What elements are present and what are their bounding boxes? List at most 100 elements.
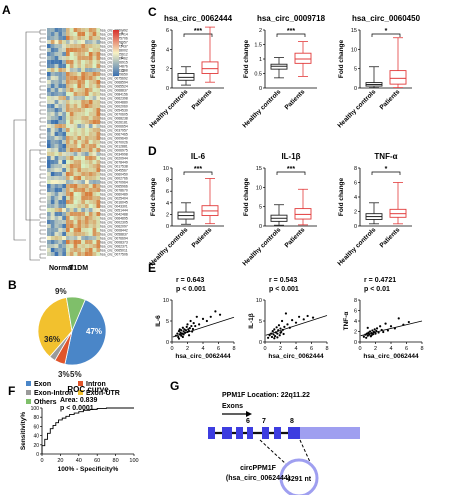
heatmap-cell [77, 204, 82, 208]
heatmap-cell [81, 196, 85, 200]
scatter-y-tick-label: 10 [163, 298, 169, 304]
scatter-point [386, 329, 389, 332]
significance-marker: * [385, 166, 388, 173]
scatter-p-value: p < 0.001 [176, 286, 206, 293]
scatter-x-label: hsa_circ_0062444 [363, 353, 419, 360]
heatmap-cell [69, 104, 74, 108]
heatmap-cell [96, 144, 101, 148]
heatmap-cell [69, 124, 74, 128]
heatmap-row-label: hsa_circ_0043301 [100, 204, 128, 208]
heatmap-cell [54, 216, 59, 220]
heatmap-cell [81, 204, 85, 208]
heatmap-cell [81, 108, 85, 112]
dendrogram-branch [39, 37, 46, 43]
heatmap-cell [81, 64, 85, 68]
heatmap-cell [81, 124, 85, 128]
heatmap-cell [92, 152, 97, 156]
heatmap-cell [92, 76, 97, 80]
heatmap-cell [73, 44, 78, 48]
heatmap-cell [58, 48, 63, 52]
scatter-y-tick-label: 8 [354, 298, 357, 304]
heatmap-cell [85, 164, 89, 168]
scatter-point [177, 337, 181, 340]
heatmap-cell [66, 212, 70, 216]
heatmap-cell [92, 40, 97, 44]
scatter-point [294, 321, 298, 324]
scatter-point [280, 319, 284, 323]
heatmap-cell [62, 96, 66, 100]
heatmap-cell [69, 32, 74, 36]
heatmap-cell [50, 196, 55, 200]
scatter-p-value: p < 0.01 [364, 286, 390, 293]
heatmap-cell [69, 44, 74, 48]
heatmap-cell [81, 148, 85, 152]
heatmap-cell [73, 88, 78, 92]
heatmap-cell [58, 164, 63, 168]
heatmap-cell [62, 92, 66, 96]
box-iqr [294, 52, 312, 64]
heatmap-cell [50, 156, 55, 160]
dendrogram-branch [39, 173, 46, 179]
heatmap-cell [88, 100, 93, 104]
heatmap-cell [62, 164, 66, 168]
gene-exon-block [262, 427, 269, 439]
heatmap-cell [50, 80, 55, 84]
heatmap-cell [85, 144, 89, 148]
heatmap-cell [81, 156, 85, 160]
heatmap-cell [85, 52, 89, 56]
heatmap-cell [62, 108, 66, 112]
heatmap-cell [88, 132, 93, 136]
heatmap-cell [73, 192, 78, 196]
heatmap-cell [77, 28, 82, 32]
heatmap-cell [77, 112, 82, 116]
roc-x-tick-label: 20 [57, 458, 63, 464]
scatter-point [189, 319, 192, 323]
heatmap-cell [77, 176, 82, 180]
significance-marker: *** [194, 166, 202, 173]
scatter-y-tick-label: 4 [354, 319, 357, 325]
heatmap-cell [58, 132, 63, 136]
heatmap-cell [88, 128, 93, 132]
heatmap-cell [66, 48, 70, 52]
heatmap-cell [69, 200, 74, 204]
scatter-point [187, 328, 190, 331]
heatmap-cell [85, 192, 89, 196]
heatmap-cell [92, 132, 97, 136]
heatmap-cell [54, 160, 59, 164]
pie-legend-swatch [78, 390, 83, 395]
heatmap-cell [88, 112, 93, 116]
heatmap-cell [88, 176, 93, 180]
heatmap-cell [88, 148, 93, 152]
heatmap-cell [81, 84, 85, 88]
heatmap-cell [69, 152, 74, 156]
heatmap-cell [77, 192, 82, 196]
heatmap-cell [85, 56, 89, 60]
heatmap-cell [66, 196, 70, 200]
heatmap-cell [66, 44, 70, 48]
scatter-y-tick-label: 6 [354, 309, 357, 315]
heatmap-cell [62, 248, 66, 252]
boxplot-chart: hsa_circ_0009718 0 0.5 1 1.5 2 Fold change *** H… [241, 14, 325, 129]
scatter-fit-line [172, 316, 235, 338]
heatmap-cell [62, 84, 66, 88]
heatmap-cell [92, 136, 97, 140]
heatmap-cell [81, 128, 85, 132]
heatmap-cell [50, 88, 55, 92]
heatmap-row-label: hsa_circ_0058837 [100, 232, 128, 236]
heatmap-cell [47, 252, 51, 256]
heatmap-cell [69, 96, 74, 100]
heatmap-cell [85, 200, 89, 204]
heatmap-cell [77, 200, 82, 204]
heatmap-cell [58, 224, 63, 228]
boxplot-y-tick-label: 10 [163, 166, 169, 172]
heatmap-cell [85, 60, 89, 64]
heatmap-cell [96, 92, 101, 96]
dendrogram-branch [39, 29, 46, 35]
heatmap-cell [54, 136, 59, 140]
heatmap-cell [69, 248, 74, 252]
heatmap-row-label: hsa_circ_0009640 [100, 136, 128, 140]
heatmap-cell [47, 60, 51, 64]
heatmap-cell [88, 60, 93, 64]
heatmap-cell [50, 128, 55, 132]
dendrogram-branch [39, 229, 46, 235]
